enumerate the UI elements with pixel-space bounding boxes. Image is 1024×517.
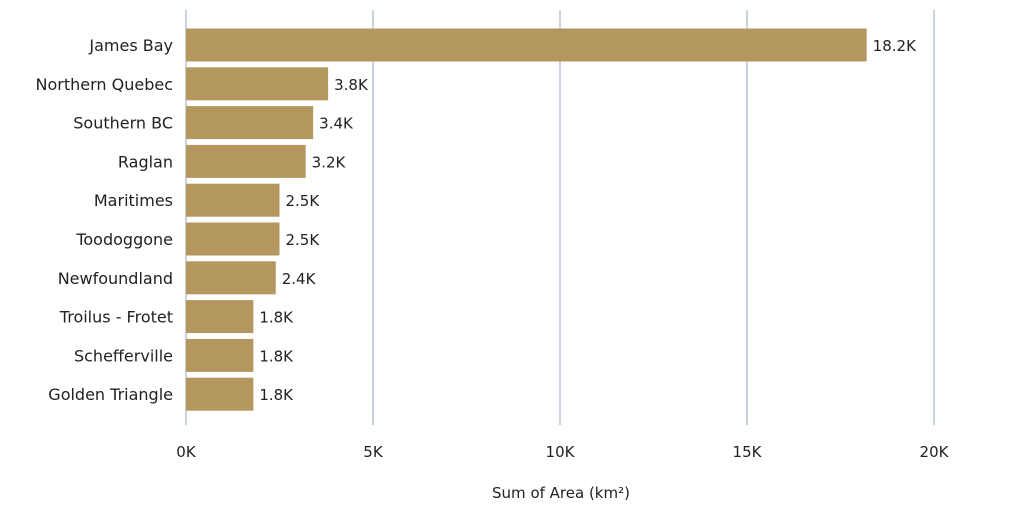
- bar: [186, 183, 280, 217]
- x-tick-label: 15K: [733, 443, 763, 461]
- bars: [186, 28, 867, 411]
- bar: [186, 67, 329, 101]
- category-label: Southern BC: [73, 114, 173, 133]
- category-label: James Bay: [88, 36, 173, 55]
- category-label: Toodoggone: [75, 230, 173, 249]
- x-tick-label: 20K: [920, 443, 950, 461]
- category-label: Golden Triangle: [48, 385, 173, 404]
- bar: [186, 300, 254, 334]
- x-tick-labels: 0K 5K 10K 15K 20K: [176, 443, 949, 461]
- bar: [186, 144, 306, 178]
- data-label: 1.8K: [259, 386, 294, 404]
- bar: [186, 261, 276, 295]
- category-label: Schefferville: [74, 346, 173, 365]
- data-label: 2.5K: [286, 192, 321, 210]
- category-labels: James Bay Northern Quebec Southern BC Ragla…: [36, 36, 174, 404]
- bar: [186, 338, 254, 372]
- category-label: Maritimes: [94, 191, 173, 210]
- data-label: 18.2K: [873, 37, 917, 55]
- category-label: Raglan: [118, 152, 173, 171]
- bar: [186, 28, 867, 62]
- category-label: Newfoundland: [58, 269, 173, 288]
- data-label: 2.5K: [286, 231, 321, 249]
- data-label: 1.8K: [259, 347, 294, 365]
- bar: [186, 377, 254, 411]
- x-axis-title: Sum of Area (km²): [492, 484, 630, 502]
- x-tick-label: 10K: [546, 443, 576, 461]
- data-label: 3.2K: [312, 153, 347, 171]
- x-tick-label: 0K: [176, 443, 197, 461]
- data-label: 3.4K: [319, 115, 354, 133]
- data-labels: 18.2K 3.8K 3.4K 3.2K 2.5K 2.5K 2.4K 1.8K 1.8K 1.8…: [259, 37, 917, 404]
- data-label: 1.8K: [259, 309, 294, 327]
- data-label: 2.4K: [282, 270, 317, 288]
- data-label: 3.8K: [334, 76, 369, 94]
- x-tick-label: 5K: [363, 443, 384, 461]
- bar: [186, 222, 280, 256]
- category-label: Troilus - Frotet: [59, 308, 173, 327]
- category-label: Northern Quebec: [36, 75, 174, 94]
- bar: [186, 106, 314, 140]
